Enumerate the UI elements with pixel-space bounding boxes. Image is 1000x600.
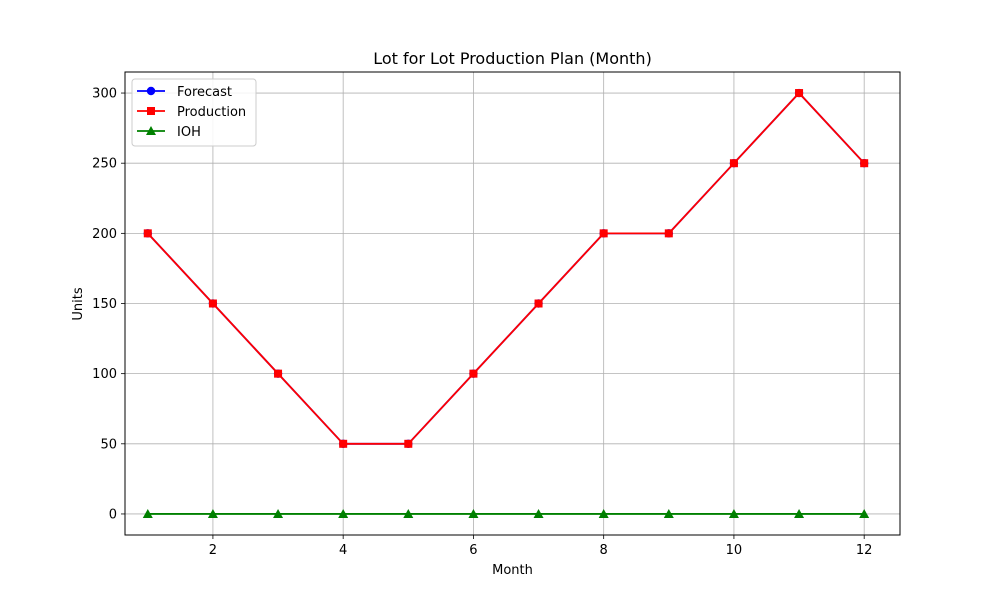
y-tick-label: 250 bbox=[92, 157, 117, 172]
data-point-ioh bbox=[273, 508, 284, 518]
series-production bbox=[143, 89, 869, 448]
x-tick-label: 8 bbox=[600, 543, 608, 558]
data-point-ioh bbox=[468, 508, 479, 518]
data-point-production bbox=[860, 159, 869, 168]
data-point-ioh bbox=[663, 508, 674, 518]
x-tick-label: 4 bbox=[339, 543, 347, 558]
y-tick-label: 100 bbox=[92, 367, 117, 382]
data-point-production bbox=[534, 299, 543, 308]
chart-title: Lot for Lot Production Plan (Month) bbox=[373, 49, 652, 68]
y-tick-label: 0 bbox=[109, 507, 117, 522]
data-point-production bbox=[599, 229, 608, 238]
data-point-ioh bbox=[728, 508, 739, 518]
data-point-production bbox=[208, 299, 217, 308]
data-point-production bbox=[469, 369, 478, 378]
data-point-production bbox=[143, 229, 152, 238]
axis-ticks: 2 4 6 8 10 12 0 50 100 150 200 250 300 bbox=[92, 87, 872, 558]
series-ioh bbox=[142, 508, 870, 518]
legend: Forecast Production IOH bbox=[131, 78, 257, 147]
x-tick-label: 2 bbox=[209, 543, 217, 558]
legend-label-ioh: IOH bbox=[177, 125, 201, 140]
x-tick-label: 10 bbox=[726, 543, 743, 558]
data-point-production bbox=[729, 159, 738, 168]
y-tick-label: 50 bbox=[100, 437, 117, 452]
data-point-ioh bbox=[403, 508, 414, 518]
series-group bbox=[142, 88, 870, 518]
data-point-ioh bbox=[859, 508, 870, 518]
data-point-production bbox=[274, 369, 283, 378]
data-point-ioh bbox=[598, 508, 609, 518]
data-point-production bbox=[795, 89, 804, 98]
data-point-ioh bbox=[207, 508, 218, 518]
y-tick-label: 300 bbox=[92, 87, 117, 102]
y-tick-label: 150 bbox=[92, 297, 117, 312]
legend-label-production: Production bbox=[177, 105, 246, 120]
legend-label-forecast: Forecast bbox=[177, 85, 232, 100]
data-point-ioh bbox=[142, 508, 153, 518]
series-line-production bbox=[147, 92, 865, 445]
data-point-ioh bbox=[794, 508, 805, 518]
x-tick-label: 12 bbox=[856, 543, 873, 558]
legend-marker-ioh bbox=[146, 126, 156, 135]
legend-marker-production bbox=[147, 107, 155, 115]
legend-marker-forecast bbox=[146, 86, 156, 96]
data-point-ioh bbox=[338, 508, 349, 518]
y-tick-label: 200 bbox=[92, 227, 117, 242]
x-axis-label: Month bbox=[492, 563, 533, 578]
data-point-production bbox=[404, 439, 413, 448]
legend-frame bbox=[131, 78, 257, 147]
y-axis-label: Units bbox=[71, 287, 86, 320]
x-tick-label: 6 bbox=[469, 543, 477, 558]
data-point-production bbox=[339, 439, 348, 448]
data-point-production bbox=[664, 229, 673, 238]
data-point-ioh bbox=[533, 508, 544, 518]
